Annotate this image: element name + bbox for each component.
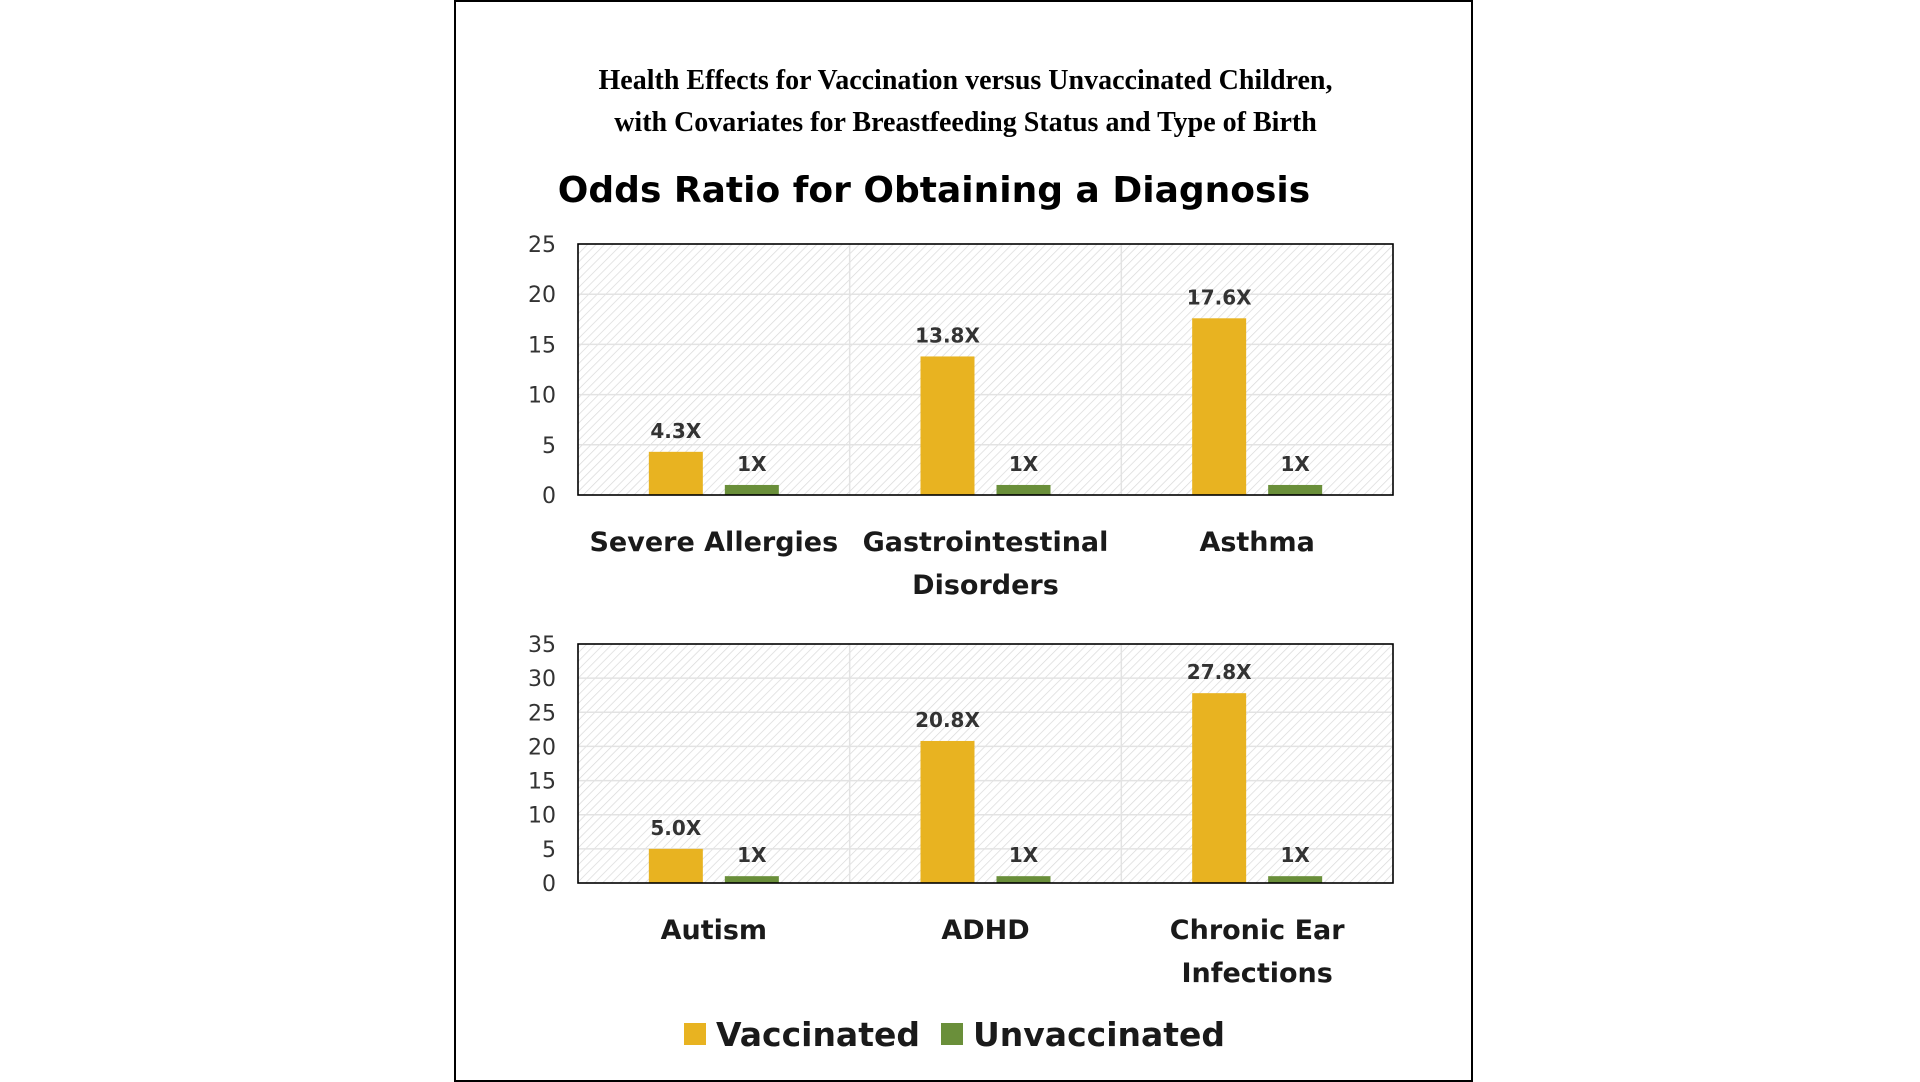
unvaccinated-data-label-3: 1X: [1280, 452, 1310, 476]
y-tick-label-15: 15: [528, 770, 556, 795]
unvaccinated-data-label-2: 1X: [1009, 452, 1039, 476]
y-tick-label-10: 10: [528, 384, 556, 409]
legend-label-vaccinated: Vaccinated: [716, 1015, 920, 1054]
chart-panel-2: 0 5 10 15 20 25 30 35 5.0X 20.8X 27.8X 1X 1X 1X Autism…: [528, 633, 1394, 989]
category-label-3: Asthma: [1199, 527, 1314, 558]
y-tick-label-35: 35: [528, 633, 556, 658]
figure-title-line-2: with Covariates for Breastfeeding Status…: [614, 107, 1317, 138]
category-label-line: Gastrointestinal: [863, 527, 1109, 558]
vaccinated-bar-1: [648, 451, 703, 495]
vaccinated-bar-3: [1192, 693, 1247, 883]
category-label-line: Severe Allergies: [589, 527, 838, 558]
category-label-line: Asthma: [1199, 527, 1314, 558]
vaccinated-data-label-1: 5.0X: [650, 816, 701, 840]
vaccinated-bar-1: [648, 848, 703, 883]
vaccinated-data-label-2: 20.8X: [915, 708, 980, 732]
unvaccinated-data-label-2: 1X: [1009, 843, 1039, 867]
unvaccinated-bar-2: [996, 876, 1051, 883]
legend: Vaccinated Unvaccinated: [684, 1015, 1225, 1054]
y-tick-label-20: 20: [528, 283, 556, 308]
y-tick-label-15: 15: [528, 333, 556, 358]
legend-label-unvaccinated: Unvaccinated: [973, 1015, 1225, 1054]
category-label-line: Autism: [661, 915, 767, 946]
legend-swatch-vaccinated: [684, 1023, 706, 1045]
vaccinated-data-label-2: 13.8X: [915, 323, 980, 347]
chart-panel-1: Odds Ratio for Obtaining a Diagnosis 0 5 10…: [528, 170, 1394, 601]
category-label-line: Chronic Ear: [1170, 915, 1345, 946]
y-tick-label-10: 10: [528, 804, 556, 829]
category-label-1: Autism: [661, 915, 767, 946]
vaccinated-data-label-1: 4.3X: [650, 419, 701, 443]
figure-title: Health Effects for Vaccination versus Un…: [456, 60, 1475, 144]
category-label-2: ADHD: [941, 915, 1029, 946]
category-label-line: Infections: [1181, 958, 1332, 989]
vaccinated-data-label-3: 17.6X: [1187, 285, 1252, 309]
unvaccinated-data-label-1: 1X: [737, 452, 767, 476]
unvaccinated-data-label-1: 1X: [737, 843, 767, 867]
figure-title-line-1: Health Effects for Vaccination versus Un…: [598, 65, 1333, 96]
y-tick-label-25: 25: [528, 233, 556, 258]
figure-frame: Health Effects for Vaccination versus Un…: [454, 0, 1473, 1082]
y-tick-label-0: 0: [542, 484, 556, 509]
vaccinated-data-label-3: 27.8X: [1187, 660, 1252, 684]
unvaccinated-bar-1: [724, 484, 779, 495]
y-tick-label-5: 5: [542, 838, 556, 863]
unvaccinated-bar-1: [724, 876, 779, 883]
category-label-line: Disorders: [912, 570, 1059, 601]
vaccinated-bar-3: [1192, 318, 1247, 495]
plot-area-background: [578, 244, 1393, 495]
plot-border: [577, 643, 1394, 884]
y-tick-label-5: 5: [542, 434, 556, 459]
chart-title: Odds Ratio for Obtaining a Diagnosis: [558, 170, 1310, 211]
y-tick-label-25: 25: [528, 701, 556, 726]
unvaccinated-bar-3: [1268, 876, 1323, 883]
y-tick-label-20: 20: [528, 735, 556, 760]
vaccinated-bar-2: [920, 356, 975, 495]
category-label-2: Gastrointestinal Disorders: [863, 527, 1109, 601]
category-label-line: ADHD: [941, 915, 1029, 946]
legend-swatch-unvaccinated: [941, 1023, 963, 1045]
category-label-3: Chronic Ear Infections: [1170, 915, 1345, 989]
unvaccinated-bar-3: [1268, 484, 1323, 495]
category-label-1: Severe Allergies: [589, 527, 838, 558]
vaccinated-bar-2: [920, 740, 975, 883]
unvaccinated-data-label-3: 1X: [1280, 843, 1310, 867]
plot-area-background: [578, 644, 1393, 883]
plot-border: [577, 243, 1394, 496]
y-tick-label-30: 30: [528, 667, 556, 692]
y-tick-label-0: 0: [542, 872, 556, 897]
unvaccinated-bar-2: [996, 484, 1051, 495]
